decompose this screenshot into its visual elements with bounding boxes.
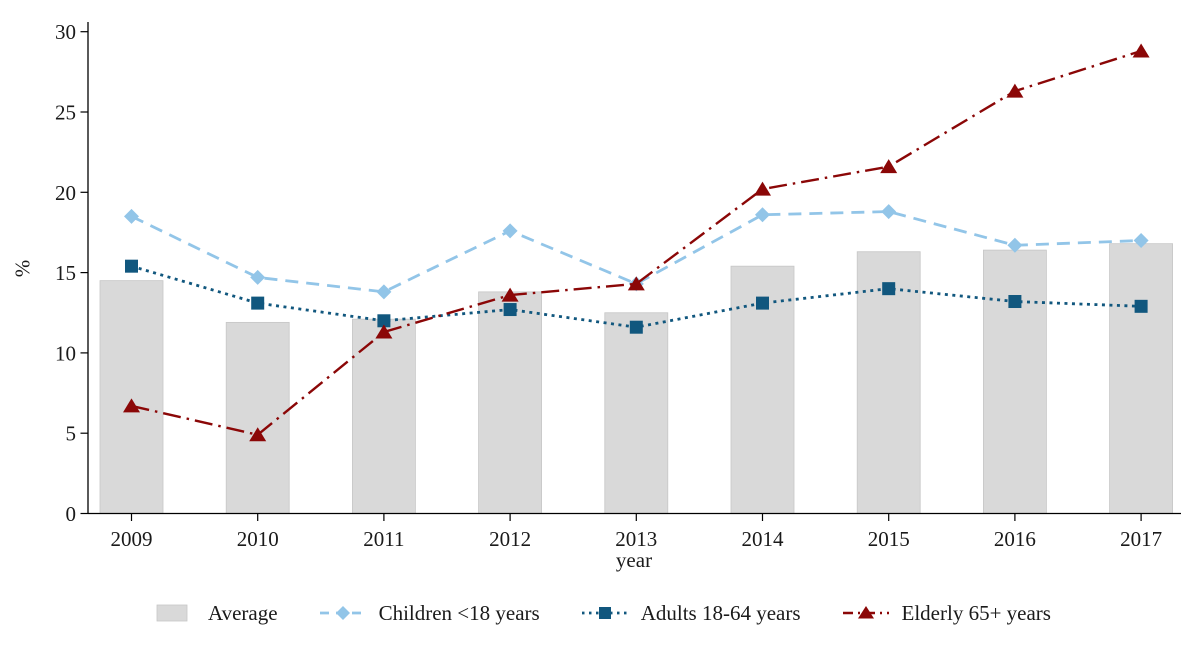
x-tick-label-2009: 2009: [111, 527, 153, 551]
bar-2013: [604, 312, 669, 514]
marker-elderly-65-years-2017: [1132, 43, 1150, 58]
x-tick-label-2016: 2016: [994, 527, 1036, 551]
marker-adults-18-64-years-2010: [251, 296, 265, 310]
marker-adults-18-64-years-2013: [629, 320, 643, 334]
marker-adults-18-64-years-2011: [377, 314, 391, 328]
bar-2016: [983, 249, 1047, 514]
marker-elderly-65-years-2011: [375, 324, 393, 339]
legend-swatch-icon: [156, 604, 188, 622]
marker-elderly-65-years-2012: [501, 287, 519, 302]
marker-children-18-years-2012: [502, 223, 518, 239]
legend-label-average: Average: [208, 600, 278, 625]
marker-children-18-years-2016: [1007, 237, 1023, 253]
bar-2009: [99, 280, 164, 514]
x-tick-label-2017: 2017: [1120, 527, 1162, 551]
marker-elderly-65-years-2014: [754, 181, 771, 196]
legend-item-elderly-65-years: Elderly 65+ years: [842, 600, 1051, 626]
marker-elderly-65-years-2013: [627, 276, 645, 291]
bar-2011: [351, 318, 416, 514]
y-tick-label-30: 30: [55, 20, 76, 44]
marker-elderly-65-years-2010: [249, 427, 267, 442]
marker-elderly-65-years-2016: [1006, 83, 1024, 98]
x-tick-label-2015: 2015: [868, 527, 910, 551]
x-tick-label-2011: 2011: [363, 527, 404, 551]
y-tick-label-5: 5: [66, 422, 77, 446]
marker-elderly-65-years-2009: [123, 398, 140, 413]
series-adults-18-64-years: [125, 259, 1148, 334]
bar-2017: [1109, 243, 1173, 514]
marker-children-18-years-2017: [1133, 232, 1149, 248]
x-tick-label-2014: 2014: [742, 527, 785, 551]
marker-elderly-65-years-2015: [880, 159, 898, 174]
legend-item-average: Average: [149, 601, 278, 626]
axes: 0 5 10 15 20 25 30 2009 2010 2011 2012 2013 2014 2015…: [55, 20, 1181, 551]
y-tick-label-10: 10: [55, 341, 76, 365]
legend-item-children-18-years: Children <18 years: [319, 600, 540, 626]
marker-children-18-years-2009: [124, 208, 139, 224]
marker-adults-18-64-years-2017: [1134, 299, 1148, 313]
marker-adults-18-64-years-2015: [882, 282, 896, 296]
series-elderly-65-years: [123, 43, 1150, 442]
legend-square-icon: [581, 607, 628, 619]
x-tick-label-2012: 2012: [489, 527, 531, 551]
legend-label-adults-18-64-years: Adults 18-64 years: [640, 600, 801, 625]
y-tick-label-25: 25: [55, 101, 76, 125]
legend-triangle-icon: [842, 606, 889, 619]
x-tick-label-2010: 2010: [237, 527, 279, 551]
line-adults-18-64-years: [131, 264, 1142, 329]
marker-adults-18-64-years-2014: [756, 296, 769, 310]
marker-adults-18-64-years-2016: [1008, 295, 1022, 309]
bar-2010: [225, 321, 290, 514]
marker-children-18-years-2011: [376, 284, 392, 300]
marker-children-18-years-2010: [250, 269, 266, 285]
x-axis-title: year: [615, 548, 653, 572]
y-tick-label-0: 0: [66, 502, 77, 526]
line-elderly-65-years: [131, 49, 1142, 437]
x-tick-label-2013: 2013: [615, 527, 657, 551]
y-axis-title: %: [10, 259, 35, 278]
marker-adults-18-64-years-2009: [125, 259, 138, 273]
marker-children-18-years-2014: [755, 207, 770, 223]
marker-children-18-years-2015: [881, 204, 897, 220]
y-tick-label-15: 15: [55, 261, 76, 285]
marker-adults-18-64-years-2012: [503, 303, 517, 317]
legend-item-adults-18-64-years: Adults 18-64 years: [581, 600, 801, 626]
y-tick-label-20: 20: [55, 181, 76, 205]
legend-label-children-18-years: Children <18 years: [378, 600, 540, 625]
legend-label-elderly-65-years: Elderly 65+ years: [901, 600, 1051, 625]
bar-2012: [478, 291, 543, 514]
legend-diamond-icon: [319, 606, 366, 620]
legend: Average Children <18 years Adults 18-64 ye…: [0, 592, 1200, 634]
